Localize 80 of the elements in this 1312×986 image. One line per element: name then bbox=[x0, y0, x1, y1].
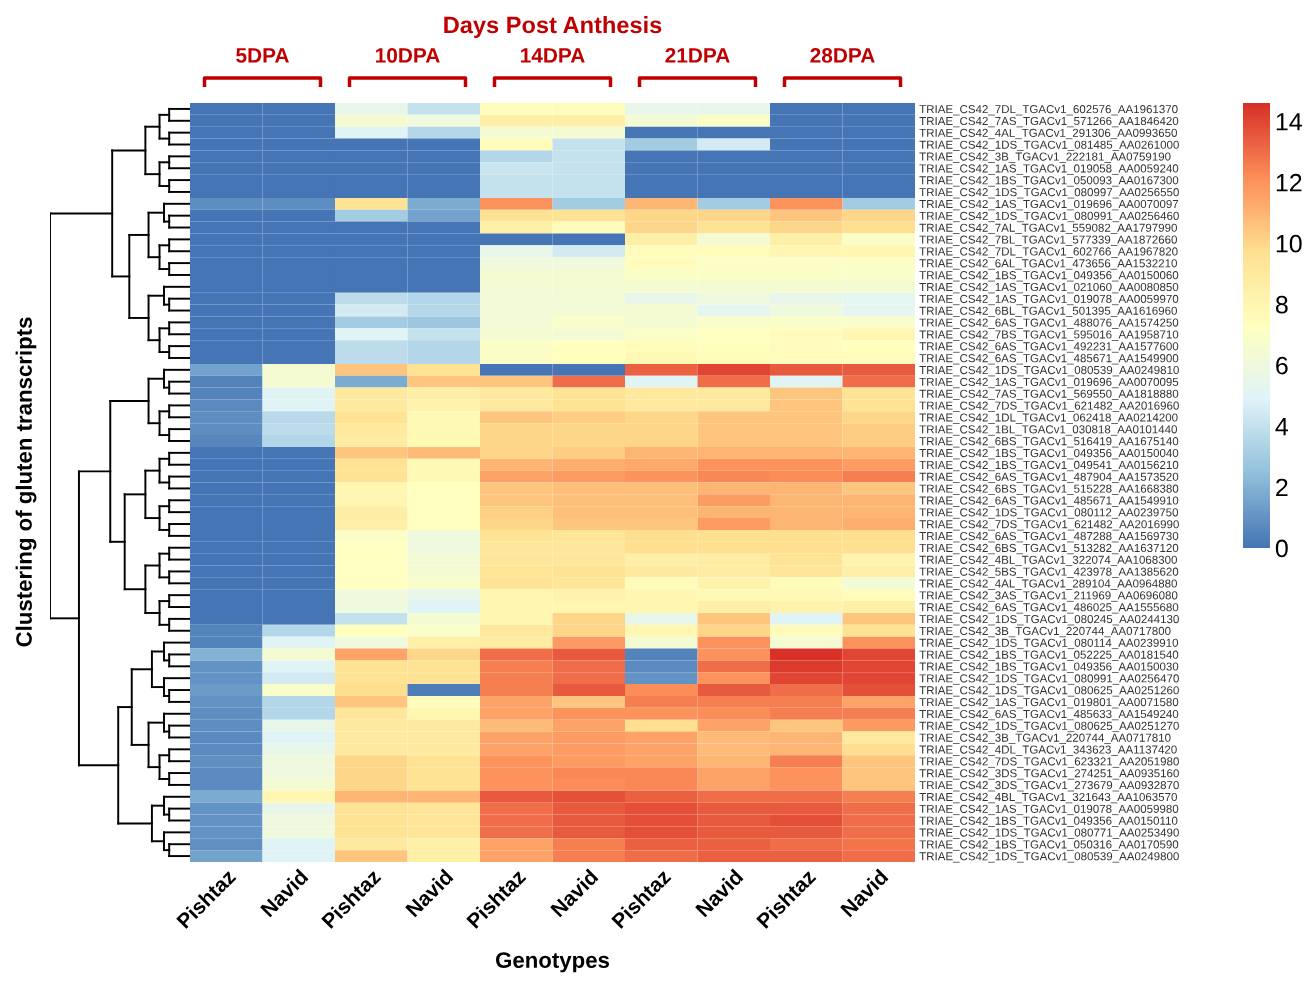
y-tick-label: TRIAE_CS42_1DS_TGACv1_080991_AA0256460 bbox=[919, 211, 1179, 223]
y-tick-label: TRIAE_CS42_1DS_TGACv1_080114_AA0239910 bbox=[919, 638, 1179, 650]
y-tick-label: TRIAE_CS42_3DS_TGACv1_274251_AA0935160 bbox=[919, 769, 1179, 780]
y-tick-label: TRIAE_CS42_1AS_TGACv1_019696_AA0070095 bbox=[919, 377, 1179, 389]
y-tick-label: TRIAE_CS42_1AS_TGACv1_019078_AA0059980 bbox=[919, 804, 1179, 816]
y-tick-label: TRIAE_CS42_1AS_TGACv1_021060_AA0080850 bbox=[919, 282, 1179, 294]
y-tick-label: TRIAE_CS42_4DL_TGACv1_343623_AA1137420 bbox=[919, 745, 1177, 756]
y-tick-label: TRIAE_CS42_6AS_TGACv1_485633_AA1549240 bbox=[919, 709, 1179, 721]
y-tick-label: TRIAE_CS42_6AS_TGACv1_488076_AA1574250 bbox=[919, 318, 1179, 329]
y-tick-label: TRIAE_CS42_6AS_TGACv1_486025_AA1555680 bbox=[919, 603, 1179, 614]
y-tick-label: TRIAE_CS42_1DS_TGACv1_080539_AA0249800 bbox=[919, 852, 1179, 863]
y-tick-label: TRIAE_CS42_1BS_TGACv1_050316_AA0170590 bbox=[919, 840, 1179, 851]
y-tick-label: TRIAE_CS42_6AS_TGACv1_485671_AA1549900 bbox=[919, 354, 1179, 365]
color-bar-label: 8 bbox=[1275, 295, 1288, 314]
y-tick-label: TRIAE_CS42_3B_TGACv1_222181_AA0759190 bbox=[919, 152, 1171, 163]
y-tick-label: TRIAE_CS42_1DL_TGACv1_062418_AA0214200 bbox=[919, 413, 1178, 424]
y-tick-label: TRIAE_CS42_1BS_TGACv1_050093_AA0167300 bbox=[919, 176, 1179, 187]
y-tick-label: TRIAE_CS42_3DS_TGACv1_273679_AA0932870 bbox=[919, 781, 1179, 792]
y-tick-label: TRIAE_CS42_1BS_TGACv1_049356_AA0150030 bbox=[919, 662, 1179, 673]
y-tick-label: TRIAE_CS42_1BS_TGACv1_052225_AA0181540 bbox=[919, 650, 1179, 661]
y-tick-label: TRIAE_CS42_1DS_TGACv1_080245_AA0244130 bbox=[919, 615, 1179, 626]
text: 14DPA bbox=[521, 48, 585, 63]
y-tick-label: TRIAE_CS42_6AS_TGACv1_485671_AA1549910 bbox=[919, 496, 1179, 507]
y-tick-label: TRIAE_CS42_6BS_TGACv1_513282_AA1637120 bbox=[919, 543, 1179, 555]
y-tick-label: TRIAE_CS42_1BS_TGACv1_049356_AA0150060 bbox=[919, 271, 1179, 282]
y-tick-label: TRIAE_CS42_1AS_TGACv1_019078_AA0059970 bbox=[919, 294, 1179, 306]
y-tick-label: TRIAE_CS42_5BS_TGACv1_423978_AA1385620 bbox=[919, 567, 1179, 578]
text: 10DPA bbox=[376, 48, 440, 63]
y-tick-label: TRIAE_CS42_7BS_TGACv1_595016_AA1958710 bbox=[919, 330, 1179, 341]
color-bar-label: 2 bbox=[1276, 478, 1288, 497]
y-tick-label: TRIAE_CS42_1BS_TGACv1_049541_AA0156210 bbox=[919, 460, 1179, 472]
y-tick-label: TRIAE_CS42_7DS_TGACv1_623321_AA2051980 bbox=[919, 757, 1179, 768]
color-bar-label: 0 bbox=[1275, 539, 1288, 558]
y-tick-label: TRIAE_CS42_4BL_TGACv1_322074_AA1068300 bbox=[919, 555, 1177, 567]
y-tick-label: TRIAE_CS42_7DS_TGACv1_621482_AA2016960 bbox=[919, 401, 1179, 412]
y-tick-label: TRIAE_CS42_4BL_TGACv1_321643_AA1063570 bbox=[919, 792, 1177, 804]
y-tick-label: TRIAE_CS42_1DS_TGACv1_080997_AA0256550 bbox=[919, 188, 1179, 199]
y-tick-label: TRIAE_CS42_7DL_TGACv1_602766_AA1967820 bbox=[919, 247, 1178, 258]
y-tick-label: TRIAE_CS42_1AS_TGACv1_019058_AA0059240 bbox=[919, 164, 1179, 175]
y-tick-label: TRIAE_CS42_6BS_TGACv1_516419_AA1675140 bbox=[919, 437, 1179, 448]
color-bar-label: 6 bbox=[1276, 356, 1288, 375]
chart-title: Days Post Anthesis bbox=[444, 16, 662, 39]
color-bar-label: 12 bbox=[1276, 173, 1302, 192]
text: 21DPA bbox=[665, 48, 730, 63]
color-bar-label: 14 bbox=[1276, 113, 1302, 131]
y-tick-label: TRIAE_CS42_6BS_TGACv1_515228_AA1668380 bbox=[919, 484, 1179, 495]
y-tick-label: TRIAE_CS42_7DL_TGACv1_602576_AA1961370 bbox=[919, 105, 1178, 116]
y-tick-label: TRIAE_CS42_3AS_TGACv1_211969_AA0696080 bbox=[919, 591, 1178, 602]
y-tick-label: TRIAE_CS42_1DS_TGACv1_080991_AA0256470 bbox=[919, 674, 1179, 685]
y-tick-label: TRIAE_CS42_1DS_TGACv1_080539_AA0249810 bbox=[919, 365, 1179, 377]
y-tick-label: TRIAE_CS42_6AL_TGACv1_473656_AA1532210 bbox=[919, 259, 1177, 270]
y-tick-label: TRIAE_CS42_1DS_TGACv1_080112_AA0239750 bbox=[919, 508, 1179, 519]
y-tick-label: TRIAE_CS42_1AS_TGACv1_019696_AA0070097 bbox=[919, 199, 1179, 211]
y-tick-label: TRIAE_CS42_1DS_TGACv1_081485_AA0261000 bbox=[919, 140, 1179, 151]
y-tick-label: TRIAE_CS42_3B_TGACv1_220744_AA0717800 bbox=[919, 626, 1171, 638]
y-tick-label: TRIAE_CS42_1AS_TGACv1_019801_AA0071580 bbox=[919, 698, 1179, 709]
text: 28DPA bbox=[810, 48, 875, 63]
y-tick-label: TRIAE_CS42_6AS_TGACv1_487904_AA1573520 bbox=[919, 472, 1179, 484]
color-bar-label: 4 bbox=[1275, 417, 1289, 436]
y-tick-label: TRIAE_CS42_4AL_TGACv1_291306_AA0993650 bbox=[919, 128, 1177, 140]
y-tick-label: TRIAE_CS42_4AL_TGACv1_289104_AA0964880 bbox=[919, 579, 1177, 590]
y-tick-label: TRIAE_CS42_1DS_TGACv1_080625_AA0251270 bbox=[919, 721, 1179, 733]
text: Clustering of gluten transcripts bbox=[15, 317, 37, 647]
y-tick-label: TRIAE_CS42_6BL_TGACv1_501395_AA1616960 bbox=[919, 306, 1177, 318]
y-tick-label: TRIAE_CS42_1BS_TGACv1_049356_AA0150110 bbox=[919, 816, 1178, 827]
text: 5DPA bbox=[236, 48, 289, 63]
y-tick-label: TRIAE_CS42_1BL_TGACv1_030818_AA0101440 bbox=[919, 425, 1177, 436]
y-tick-label: TRIAE_CS42_7BL_TGACv1_577339_AA1872660 bbox=[919, 235, 1177, 246]
y-tick-label: TRIAE_CS42_7AS_TGACv1_569550_AA1818880 bbox=[919, 389, 1179, 401]
y-tick-label: TRIAE_CS42_6AS_TGACv1_492231_AA1577600 bbox=[919, 342, 1179, 353]
y-tick-label: TRIAE_CS42_3B_TGACv1_220744_AA0717810 bbox=[919, 733, 1171, 744]
color-bar-label: 10 bbox=[1276, 234, 1302, 253]
y-tick-label: TRIAE_CS42_1DS_TGACv1_080625_AA0251260 bbox=[919, 686, 1179, 697]
y-tick-label: TRIAE_CS42_6AS_TGACv1_487288_AA1569730 bbox=[919, 531, 1179, 543]
y-tick-label: TRIAE_CS42_7DS_TGACv1_621482_AA2016990 bbox=[919, 520, 1179, 531]
y-tick-label: TRIAE_CS42_7AL_TGACv1_559082_AA1797990 bbox=[919, 223, 1177, 234]
y-tick-label: TRIAE_CS42_7AS_TGACv1_571266_AA1846420 bbox=[919, 116, 1179, 128]
y-tick-label: TRIAE_CS42_1DS_TGACv1_080771_AA0253490 bbox=[919, 828, 1179, 839]
x-axis-title: Genotypes bbox=[496, 952, 610, 973]
y-tick-label: TRIAE_CS42_1BS_TGACv1_049356_AA0150040 bbox=[919, 448, 1179, 460]
